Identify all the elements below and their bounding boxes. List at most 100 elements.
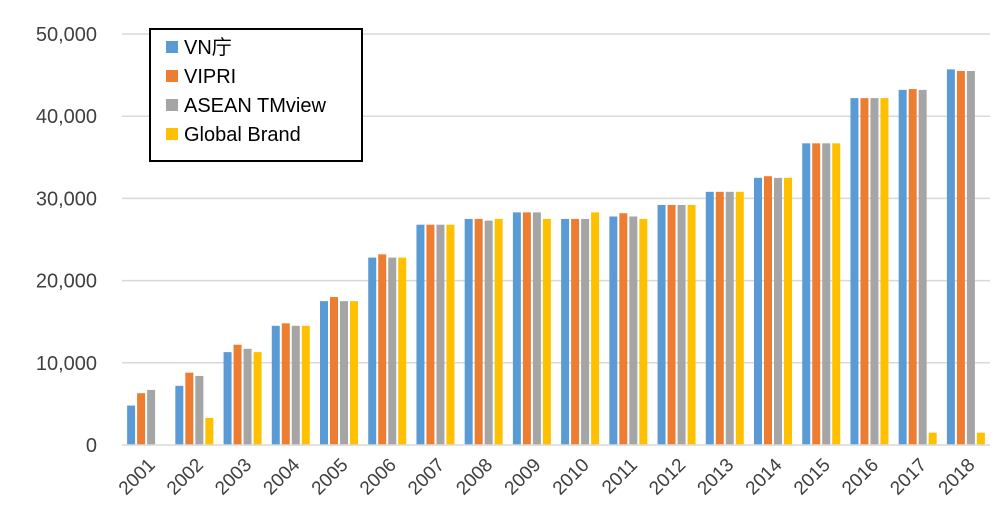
x-tick-label: 2008 — [452, 455, 497, 500]
bar-asean-tmview-2003 — [243, 348, 252, 445]
legend-label: Global Brand — [184, 124, 301, 146]
bar-vn--2004 — [271, 325, 280, 445]
bar-asean-tmview-2018 — [966, 70, 975, 446]
bar-asean-tmview-2013 — [725, 191, 734, 445]
bar-asean-tmview-2016 — [870, 98, 879, 445]
bar-vipri-2010 — [571, 218, 580, 445]
legend-swatch — [166, 99, 178, 111]
bar-global-brand-2005 — [350, 301, 358, 445]
bar-global-brand-2009 — [542, 218, 551, 445]
bar-vipri-2001 — [137, 393, 146, 445]
legend-label: VIPRI — [184, 66, 236, 88]
bars — [127, 69, 985, 446]
bar-global-brand-2012 — [687, 204, 696, 445]
bar-asean-tmview-2015 — [822, 143, 831, 446]
bar-vn--2015 — [802, 143, 811, 446]
legend-swatch — [166, 41, 178, 53]
bar-vipri-2014 — [764, 176, 772, 445]
x-tick-label: 2015 — [790, 455, 835, 500]
bar-vn--2010 — [561, 218, 570, 445]
legend-swatch — [166, 70, 178, 82]
legend-swatch — [166, 128, 178, 140]
x-tick-label: 2013 — [694, 455, 739, 500]
x-tick-label: 2017 — [886, 455, 931, 500]
x-tick-label: 2007 — [404, 455, 449, 500]
x-tick-label: 2001 — [115, 455, 160, 500]
bar-asean-tmview-2012 — [677, 204, 686, 445]
y-tick-label: 40,000 — [36, 106, 97, 128]
legend-box — [149, 28, 363, 162]
legend-label: VN庁 — [184, 36, 232, 59]
bar-asean-tmview-2009 — [532, 212, 541, 445]
bar-vn--2014 — [754, 177, 762, 445]
bar-asean-tmview-2004 — [291, 325, 300, 445]
bar-global-brand-2017 — [928, 432, 937, 445]
bar-asean-tmview-2006 — [388, 257, 397, 445]
x-tick-label: 2010 — [549, 455, 594, 500]
bar-vipri-2016 — [860, 98, 869, 445]
bar-vn--2007 — [416, 224, 425, 445]
bar-vipri-2005 — [330, 297, 338, 445]
bar-vipri-2006 — [378, 254, 387, 445]
bar-vn--2017 — [898, 89, 907, 446]
x-tick-label: 2005 — [308, 455, 353, 500]
y-axis-ticks: 0 10,000 20,000 30,000 40,000 50,000 — [36, 24, 97, 457]
legend: VN庁 VIPRI ASEAN TMview Global Brand — [149, 28, 363, 162]
x-tick-label: 2016 — [838, 455, 883, 500]
y-tick-label: 0 — [86, 435, 97, 457]
bar-vn--2016 — [850, 98, 859, 445]
bar-vipri-2013 — [715, 191, 724, 445]
bar-global-brand-2015 — [832, 143, 841, 446]
x-tick-label: 2012 — [645, 455, 690, 500]
bar-vipri-2012 — [667, 204, 676, 445]
bar-vn--2008 — [464, 218, 473, 445]
bar-vn--2006 — [368, 257, 377, 445]
bar-vipri-2011 — [619, 213, 628, 445]
bar-vn--2009 — [512, 212, 521, 445]
bar-vipri-2004 — [281, 323, 290, 445]
bar-asean-tmview-2001 — [147, 389, 156, 445]
bar-global-brand-2014 — [784, 177, 792, 445]
bar-vipri-2002 — [185, 372, 194, 445]
bar-global-brand-2011 — [639, 218, 648, 445]
x-tick-label: 2018 — [935, 455, 980, 500]
x-tick-label: 2014 — [742, 454, 787, 499]
bar-global-brand-2018 — [976, 432, 985, 445]
bar-global-brand-2002 — [205, 417, 214, 445]
bar-global-brand-2013 — [735, 191, 744, 445]
x-tick-label: 2006 — [356, 455, 401, 500]
y-tick-label: 30,000 — [36, 188, 97, 210]
bar-vipri-2017 — [908, 89, 917, 445]
y-tick-label: 50,000 — [36, 24, 97, 46]
bar-vipri-2003 — [233, 344, 242, 445]
bar-vipri-2018 — [956, 70, 965, 446]
bar-vn--2003 — [223, 352, 232, 445]
x-tick-label: 2004 — [260, 454, 305, 499]
bar-asean-tmview-2017 — [918, 89, 927, 446]
bar-asean-tmview-2014 — [774, 177, 782, 445]
bar-global-brand-2003 — [253, 352, 262, 445]
bar-asean-tmview-2011 — [629, 216, 638, 445]
bar-global-brand-2010 — [591, 212, 600, 445]
bar-vn--2013 — [705, 191, 714, 445]
x-axis-ticks: 2001 2002 2003 2004 2005 2006 2007 2008 2009 2010… — [115, 454, 980, 499]
legend-label: ASEAN TMview — [184, 95, 326, 117]
y-tick-label: 20,000 — [36, 271, 97, 293]
bar-global-brand-2004 — [301, 325, 310, 445]
bar-asean-tmview-2007 — [436, 224, 445, 445]
bar-global-brand-2006 — [398, 257, 407, 445]
bar-global-brand-2008 — [494, 218, 503, 445]
bar-vn--2001 — [127, 405, 136, 445]
bar-vipri-2007 — [426, 224, 435, 445]
bar-vn--2018 — [946, 69, 955, 445]
bar-vipri-2008 — [474, 218, 483, 445]
x-tick-label: 2011 — [598, 455, 642, 499]
bar-vn--2012 — [657, 204, 666, 445]
bar-vn--2002 — [175, 385, 184, 445]
bar-vn--2011 — [609, 216, 618, 445]
bar-asean-tmview-2010 — [581, 218, 590, 445]
y-tick-label: 10,000 — [36, 353, 97, 375]
bar-vn--2005 — [320, 301, 328, 445]
bar-asean-tmview-2005 — [340, 301, 348, 445]
